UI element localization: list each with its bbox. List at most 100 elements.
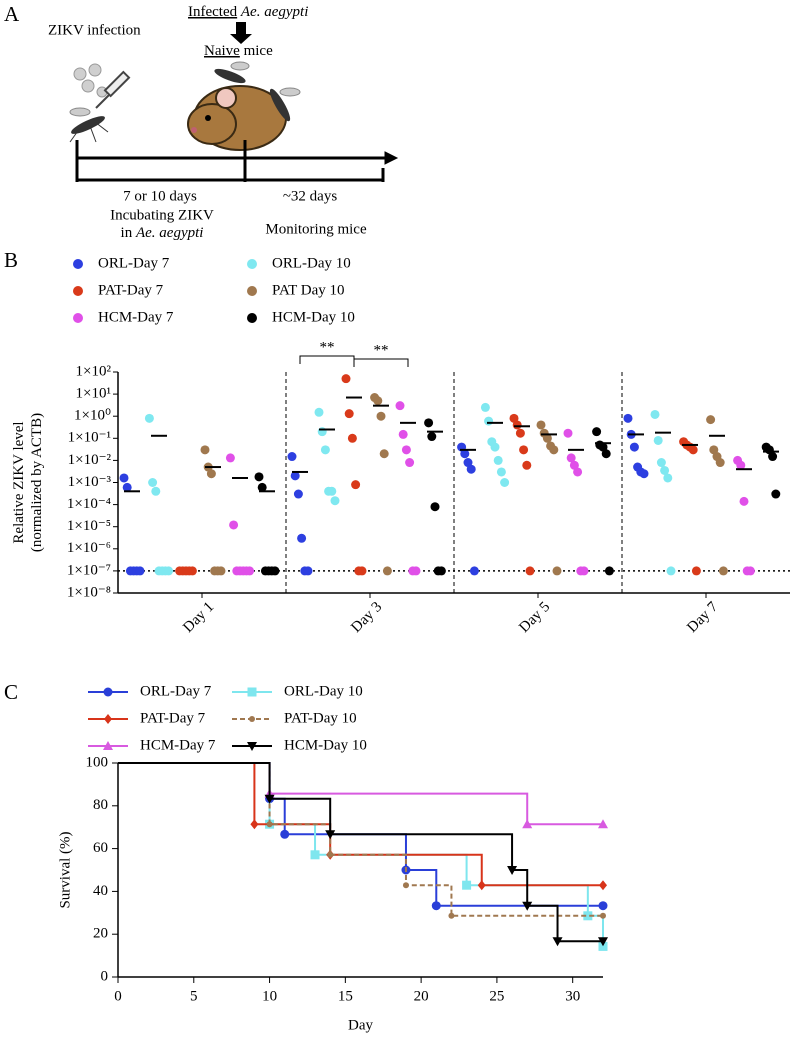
dot xyxy=(522,460,532,470)
dot xyxy=(688,445,698,455)
y-tick-label: 80 xyxy=(93,797,108,813)
dot xyxy=(598,442,608,452)
dot xyxy=(401,445,411,455)
virus-icon xyxy=(73,63,108,98)
text: Infected xyxy=(188,4,238,20)
text: ZIKV infection xyxy=(48,22,141,38)
dot xyxy=(405,458,415,468)
dot xyxy=(135,566,145,576)
legend-marker xyxy=(247,259,257,269)
dot xyxy=(144,413,154,423)
dot xyxy=(660,465,670,475)
dot xyxy=(691,566,701,576)
marker xyxy=(249,716,255,722)
significance-bracket xyxy=(353,358,409,367)
survival-line xyxy=(118,762,603,917)
y-tick-label: 1×10¹ xyxy=(76,386,111,402)
dot xyxy=(549,445,559,455)
marker xyxy=(264,794,275,804)
dot xyxy=(293,489,303,499)
dot xyxy=(519,445,529,455)
dot xyxy=(119,473,129,483)
marker xyxy=(583,911,593,921)
dot xyxy=(254,472,264,482)
x-tick-label: Day 3 xyxy=(348,599,385,636)
marker xyxy=(598,937,608,947)
text: 7 or 10 days xyxy=(123,188,197,204)
dot xyxy=(563,428,573,438)
significance-label: ** xyxy=(374,342,389,358)
y-tick-label: 100 xyxy=(86,754,109,770)
dot xyxy=(573,467,583,477)
marker xyxy=(325,830,336,840)
text: Incubating ZIKV xyxy=(110,207,214,223)
dot xyxy=(257,482,267,492)
legend-label: HCM-Day 7 xyxy=(98,309,174,325)
y-tick-label: 1×10⁻⁸ xyxy=(67,584,111,600)
dot xyxy=(509,413,519,423)
significance-label: ** xyxy=(320,339,335,355)
dot xyxy=(709,445,719,455)
panel-label: C xyxy=(4,680,18,704)
dot xyxy=(164,566,174,576)
dot xyxy=(623,413,633,423)
marker xyxy=(552,937,563,947)
legend-label: ORL-Day 7 xyxy=(98,255,170,271)
legend-label: ORL-Day 10 xyxy=(272,255,351,271)
marker xyxy=(402,882,409,889)
significance-bracket xyxy=(299,355,355,364)
marker xyxy=(103,741,113,750)
marker xyxy=(266,821,273,828)
text: in Ae. aegypti xyxy=(121,225,204,241)
dot xyxy=(314,407,324,417)
dot xyxy=(515,428,525,438)
x-tick-label: 0 xyxy=(114,988,122,1004)
text: Ae. aegypti xyxy=(135,225,203,241)
x-tick-label: Day 7 xyxy=(684,599,721,636)
dot xyxy=(650,409,660,419)
x-tick-label: 30 xyxy=(565,988,580,1004)
dot xyxy=(424,418,434,428)
dot xyxy=(297,533,307,543)
dot xyxy=(330,496,340,506)
marker xyxy=(310,850,320,860)
x-tick-label: 20 xyxy=(414,988,429,1004)
text: mice xyxy=(244,43,273,59)
dot xyxy=(320,445,330,455)
legend-label: PAT Day 10 xyxy=(272,282,345,298)
mouse-icon xyxy=(187,85,287,151)
y-tick-label: 1×10⁻¹ xyxy=(68,430,111,446)
dot xyxy=(395,401,405,411)
dot xyxy=(430,502,440,512)
dot xyxy=(542,433,552,443)
dot xyxy=(122,482,132,492)
x-tick-label: 10 xyxy=(262,988,277,1004)
survival-line xyxy=(118,762,603,943)
y-axis-label-line: Relative ZIKV level xyxy=(11,421,27,543)
dot xyxy=(216,566,226,576)
marker xyxy=(599,880,607,891)
dot xyxy=(493,455,503,465)
legend-label: HCM-Day 10 xyxy=(272,309,355,325)
text: in xyxy=(121,225,133,241)
dot xyxy=(341,374,351,384)
mosquito-icon xyxy=(69,107,109,143)
x-axis-label: Day xyxy=(348,1017,373,1033)
dot xyxy=(303,566,313,576)
dot xyxy=(206,469,216,479)
dot xyxy=(151,486,161,496)
dot xyxy=(592,427,602,437)
dot xyxy=(536,420,546,430)
dot xyxy=(525,566,535,576)
panel-label: B xyxy=(4,248,18,272)
dot xyxy=(739,496,749,506)
x-tick-label: Day 1 xyxy=(180,599,217,636)
y-tick-label: 1×10² xyxy=(76,363,112,379)
y-tick-label: 20 xyxy=(93,926,108,942)
dot xyxy=(427,432,437,442)
dot xyxy=(357,566,367,576)
dot xyxy=(379,449,389,459)
dot xyxy=(287,452,297,462)
dot xyxy=(270,566,280,576)
marker xyxy=(522,901,533,911)
